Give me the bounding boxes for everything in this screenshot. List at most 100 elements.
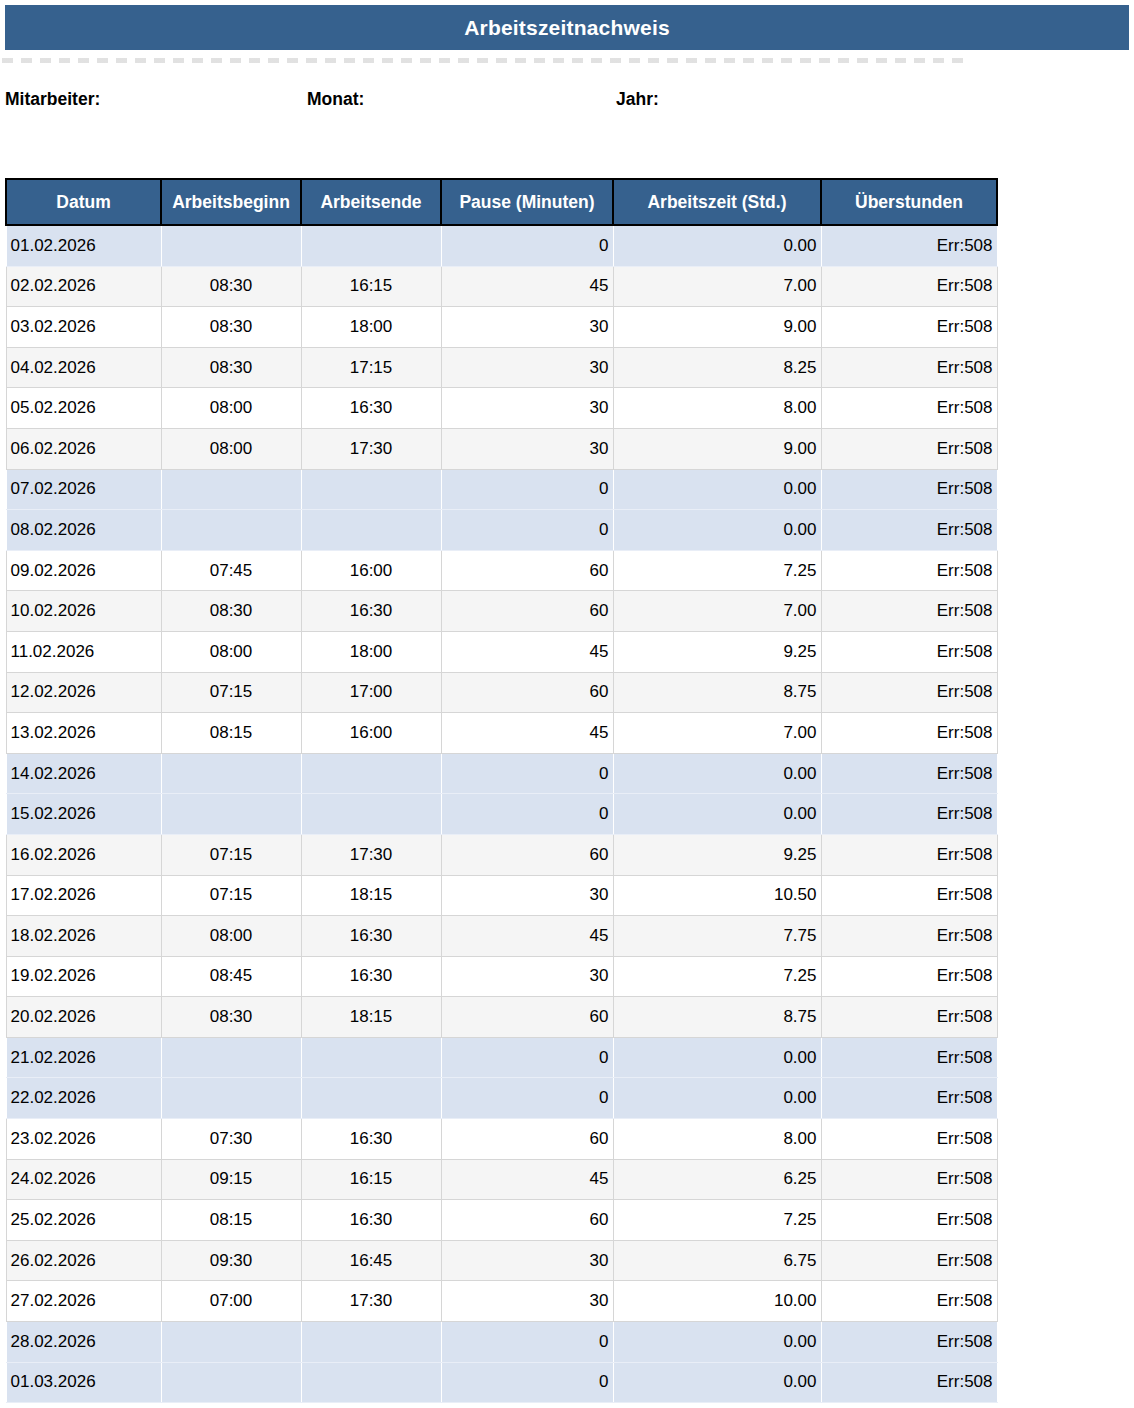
cell-arbeitsbeginn[interactable]	[161, 1362, 301, 1403]
cell-arbeitsende[interactable]: 16:00	[301, 550, 441, 591]
cell-datum[interactable]: 01.03.2026	[6, 1362, 161, 1403]
cell-arbeitsbeginn[interactable]	[161, 794, 301, 835]
cell-arbeitszeit[interactable]: 8.75	[613, 672, 821, 713]
cell-arbeitszeit[interactable]: 7.00	[613, 713, 821, 754]
cell-datum[interactable]: 10.02.2026	[6, 591, 161, 632]
cell-pause[interactable]: 0	[441, 225, 613, 266]
cell-pause[interactable]: 60	[441, 834, 613, 875]
cell-arbeitsbeginn[interactable]: 08:15	[161, 1200, 301, 1241]
cell-arbeitszeit[interactable]: 6.25	[613, 1159, 821, 1200]
cell-datum[interactable]: 09.02.2026	[6, 550, 161, 591]
cell-arbeitsbeginn[interactable]: 08:30	[161, 307, 301, 348]
cell-arbeitszeit[interactable]: 7.25	[613, 1200, 821, 1241]
cell-arbeitsende[interactable]	[301, 1362, 441, 1403]
cell-arbeitszeit[interactable]: 9.25	[613, 631, 821, 672]
cell-pause[interactable]: 60	[441, 1119, 613, 1160]
cell-arbeitsbeginn[interactable]: 08:30	[161, 591, 301, 632]
cell-pause[interactable]: 30	[441, 347, 613, 388]
cell-arbeitsende[interactable]: 17:30	[301, 834, 441, 875]
cell-datum[interactable]: 21.02.2026	[6, 1037, 161, 1078]
cell-arbeitsbeginn[interactable]	[161, 225, 301, 266]
cell-arbeitsbeginn[interactable]: 07:30	[161, 1119, 301, 1160]
cell-arbeitsende[interactable]: 16:30	[301, 1119, 441, 1160]
cell-pause[interactable]: 0	[441, 753, 613, 794]
cell-arbeitsende[interactable]: 16:30	[301, 916, 441, 957]
cell-arbeitszeit[interactable]: 7.25	[613, 956, 821, 997]
cell-pause[interactable]: 0	[441, 1078, 613, 1119]
cell-arbeitszeit[interactable]: 0.00	[613, 794, 821, 835]
cell-pause[interactable]: 30	[441, 307, 613, 348]
cell-arbeitsende[interactable]	[301, 1037, 441, 1078]
cell-pause[interactable]: 0	[441, 1362, 613, 1403]
cell-pause[interactable]: 45	[441, 266, 613, 307]
cell-ueberstunden-error[interactable]: Err:508	[821, 510, 997, 551]
cell-ueberstunden-error[interactable]: Err:508	[821, 347, 997, 388]
cell-arbeitszeit[interactable]: 7.00	[613, 591, 821, 632]
cell-datum[interactable]: 04.02.2026	[6, 347, 161, 388]
cell-arbeitsbeginn[interactable]: 08:30	[161, 347, 301, 388]
cell-pause[interactable]: 30	[441, 1240, 613, 1281]
cell-pause[interactable]: 0	[441, 510, 613, 551]
cell-arbeitszeit[interactable]: 8.00	[613, 388, 821, 429]
cell-arbeitsbeginn[interactable]: 08:00	[161, 916, 301, 957]
cell-arbeitszeit[interactable]: 0.00	[613, 510, 821, 551]
cell-arbeitsende[interactable]: 17:30	[301, 1281, 441, 1322]
cell-datum[interactable]: 08.02.2026	[6, 510, 161, 551]
cell-datum[interactable]: 18.02.2026	[6, 916, 161, 957]
cell-arbeitsbeginn[interactable]: 08:30	[161, 266, 301, 307]
cell-arbeitsende[interactable]: 17:30	[301, 428, 441, 469]
cell-datum[interactable]: 22.02.2026	[6, 1078, 161, 1119]
cell-ueberstunden-error[interactable]: Err:508	[821, 875, 997, 916]
cell-pause[interactable]: 45	[441, 916, 613, 957]
cell-pause[interactable]: 45	[441, 713, 613, 754]
cell-arbeitsende[interactable]: 16:15	[301, 266, 441, 307]
cell-arbeitsende[interactable]: 17:00	[301, 672, 441, 713]
cell-datum[interactable]: 01.02.2026	[6, 225, 161, 266]
cell-datum[interactable]: 19.02.2026	[6, 956, 161, 997]
cell-ueberstunden-error[interactable]: Err:508	[821, 1078, 997, 1119]
cell-pause[interactable]: 60	[441, 997, 613, 1038]
cell-arbeitsende[interactable]: 16:15	[301, 1159, 441, 1200]
cell-ueberstunden-error[interactable]: Err:508	[821, 1322, 997, 1363]
cell-arbeitsbeginn[interactable]: 08:45	[161, 956, 301, 997]
cell-arbeitszeit[interactable]: 8.75	[613, 997, 821, 1038]
cell-arbeitsbeginn[interactable]: 07:45	[161, 550, 301, 591]
cell-arbeitszeit[interactable]: 7.00	[613, 266, 821, 307]
cell-ueberstunden-error[interactable]: Err:508	[821, 469, 997, 510]
cell-ueberstunden-error[interactable]: Err:508	[821, 1240, 997, 1281]
cell-datum[interactable]: 14.02.2026	[6, 753, 161, 794]
cell-pause[interactable]: 0	[441, 469, 613, 510]
cell-arbeitszeit[interactable]: 0.00	[613, 1322, 821, 1363]
cell-pause[interactable]: 30	[441, 1281, 613, 1322]
cell-datum[interactable]: 28.02.2026	[6, 1322, 161, 1363]
cell-arbeitszeit[interactable]: 0.00	[613, 225, 821, 266]
cell-arbeitsbeginn[interactable]: 07:15	[161, 672, 301, 713]
cell-ueberstunden-error[interactable]: Err:508	[821, 388, 997, 429]
cell-arbeitszeit[interactable]: 9.25	[613, 834, 821, 875]
cell-ueberstunden-error[interactable]: Err:508	[821, 834, 997, 875]
cell-arbeitszeit[interactable]: 8.25	[613, 347, 821, 388]
cell-arbeitsbeginn[interactable]	[161, 1078, 301, 1119]
cell-arbeitszeit[interactable]: 0.00	[613, 1037, 821, 1078]
cell-datum[interactable]: 17.02.2026	[6, 875, 161, 916]
cell-arbeitszeit[interactable]: 0.00	[613, 753, 821, 794]
cell-ueberstunden-error[interactable]: Err:508	[821, 1200, 997, 1241]
cell-ueberstunden-error[interactable]: Err:508	[821, 713, 997, 754]
cell-arbeitsende[interactable]: 18:15	[301, 997, 441, 1038]
cell-arbeitsende[interactable]	[301, 1078, 441, 1119]
cell-arbeitsbeginn[interactable]: 08:00	[161, 388, 301, 429]
cell-arbeitsbeginn[interactable]: 09:30	[161, 1240, 301, 1281]
cell-arbeitszeit[interactable]: 10.50	[613, 875, 821, 916]
cell-datum[interactable]: 06.02.2026	[6, 428, 161, 469]
cell-arbeitsende[interactable]	[301, 510, 441, 551]
cell-arbeitsende[interactable]: 16:30	[301, 591, 441, 632]
cell-datum[interactable]: 12.02.2026	[6, 672, 161, 713]
cell-ueberstunden-error[interactable]: Err:508	[821, 672, 997, 713]
cell-pause[interactable]: 60	[441, 550, 613, 591]
cell-arbeitsbeginn[interactable]	[161, 1322, 301, 1363]
cell-datum[interactable]: 07.02.2026	[6, 469, 161, 510]
cell-pause[interactable]: 30	[441, 428, 613, 469]
cell-arbeitszeit[interactable]: 7.25	[613, 550, 821, 591]
cell-datum[interactable]: 16.02.2026	[6, 834, 161, 875]
cell-pause[interactable]: 45	[441, 631, 613, 672]
